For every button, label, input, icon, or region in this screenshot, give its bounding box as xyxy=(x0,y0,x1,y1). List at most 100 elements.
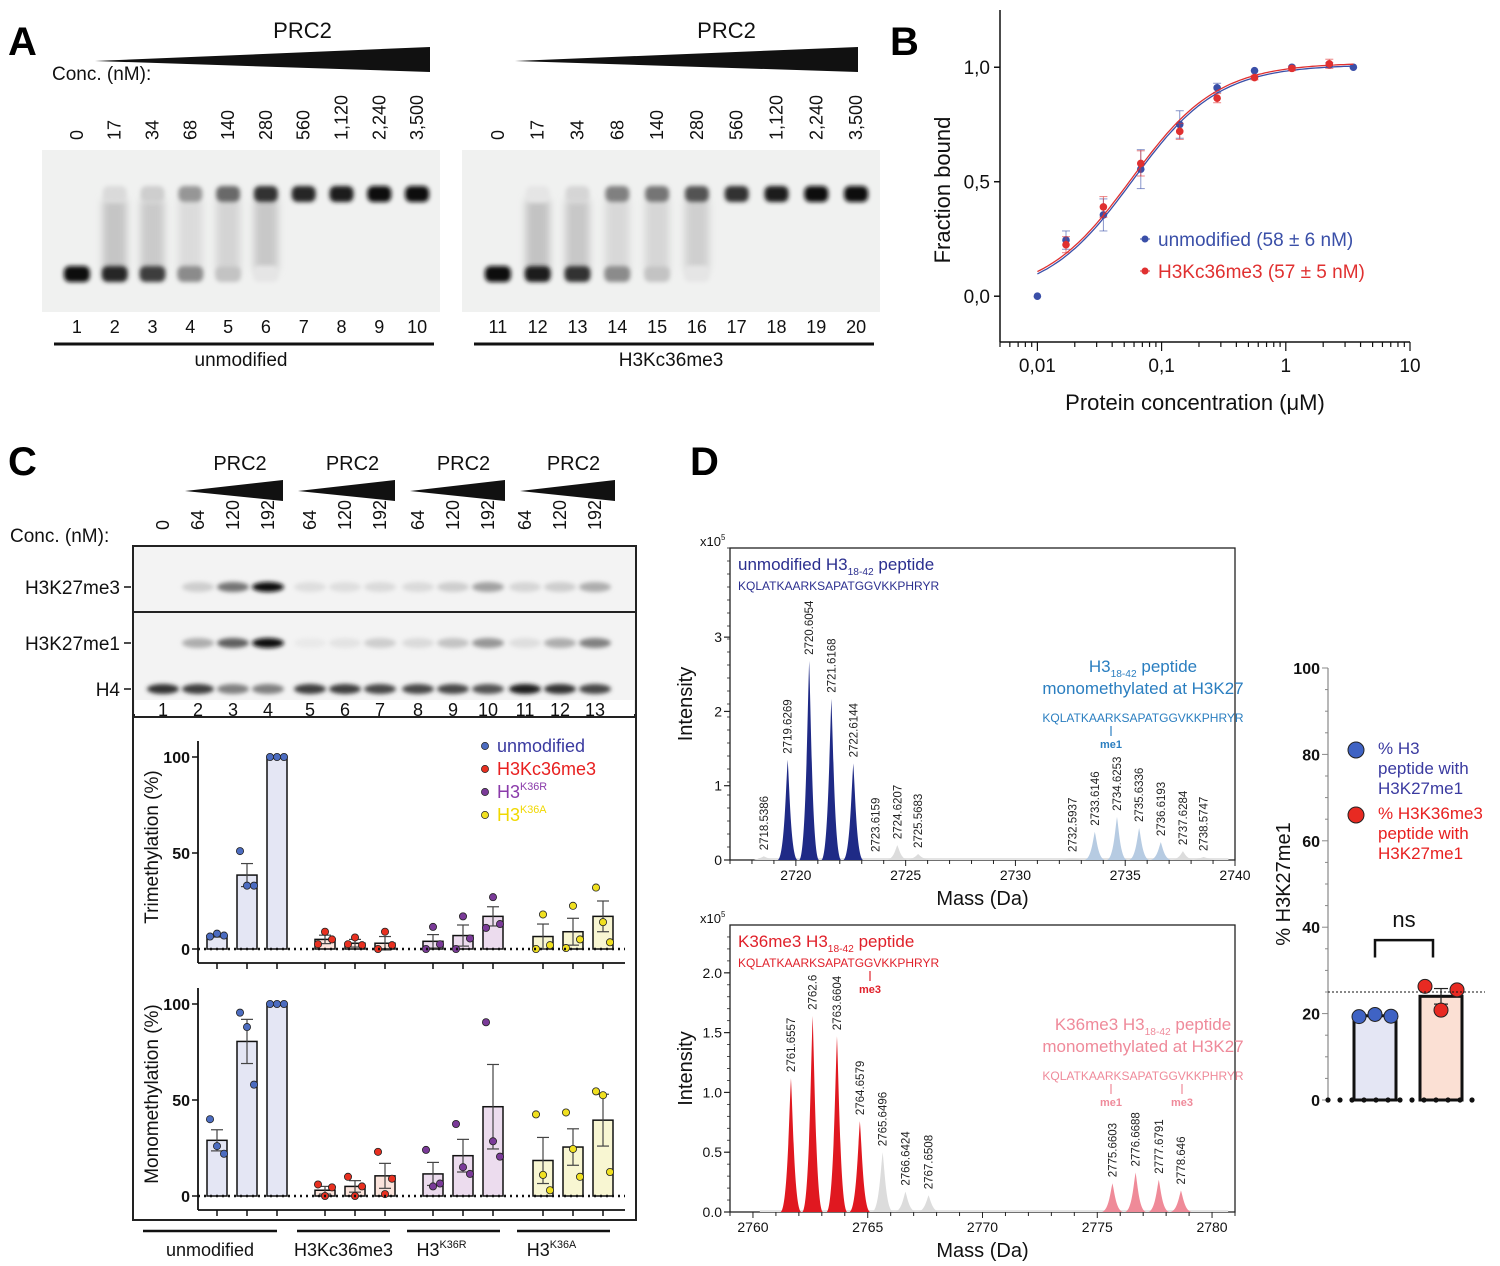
lane-number-strip xyxy=(135,700,634,717)
bar xyxy=(266,1003,288,1197)
spectrum-peak xyxy=(849,1121,871,1212)
data-point xyxy=(1288,64,1296,73)
data-point xyxy=(451,1120,460,1129)
legend-label: H3Kc36me3 (57 ± 5 nM) xyxy=(1158,262,1365,283)
data-point xyxy=(481,1018,490,1027)
gel-band-bound xyxy=(645,186,670,202)
gel-band-bound xyxy=(764,186,789,202)
zero-axis-dot xyxy=(1325,1097,1331,1103)
x-tick-label: 2740 xyxy=(1219,867,1250,883)
peptide-title-modified-line2: monomethylated at H3K27 xyxy=(1042,679,1243,698)
y-tick-label: 0,5 xyxy=(964,173,990,194)
gel-band-bound xyxy=(367,186,392,202)
lane-number: 3 xyxy=(228,700,238,720)
data-point xyxy=(212,929,221,938)
lane-number: 5 xyxy=(223,317,233,337)
spectrum-peak xyxy=(1125,1172,1146,1212)
zero-axis-dot xyxy=(1445,1097,1451,1103)
data-point xyxy=(1325,60,1334,68)
legend-label: H3K36A xyxy=(497,804,547,825)
blot-band xyxy=(579,684,611,694)
legend-marker xyxy=(1141,235,1149,243)
data-point xyxy=(1136,159,1145,168)
peak-mass-label: 2766.6424 xyxy=(900,1131,912,1186)
concentration-wedge xyxy=(298,480,395,501)
gel-band-free xyxy=(177,266,204,282)
group-label: unmodified xyxy=(166,1240,254,1260)
lane-number: 1 xyxy=(158,700,168,720)
blot-band xyxy=(472,638,504,648)
spectrum-peak xyxy=(1150,842,1171,860)
conc-value: 2,240 xyxy=(369,95,389,140)
zero-axis-dot xyxy=(1409,1097,1415,1103)
peak-mass-label: 2775.6603 xyxy=(1107,1123,1119,1177)
lane-number: 6 xyxy=(261,317,271,337)
peak-mass-label: 2767.6508 xyxy=(924,1135,936,1189)
peak-mass-label: 2761.6557 xyxy=(786,1018,798,1072)
conc-value: 3,500 xyxy=(846,95,866,140)
peptide-title-modified-tail: peptide xyxy=(1137,657,1198,676)
peak-mass-label: 2735.6336 xyxy=(1134,768,1146,822)
lane-number: 16 xyxy=(687,317,707,337)
blot-band xyxy=(217,638,249,648)
panel-d-spectrum-unmodified: 0 1 2 3 2720 2725 2730 2735 2740 Mass (Da) Intensi… xyxy=(675,533,1251,910)
peptide-sequence-main: KQLATKAARKSAPATGGVKKPHRYR xyxy=(738,956,940,970)
legend-label-main: unmodified xyxy=(497,736,585,756)
conc-value: 280 xyxy=(256,110,276,140)
peptide-title-modified: K36me3 H318-42 peptide xyxy=(1055,1015,1231,1038)
legend-marker xyxy=(1347,806,1365,824)
gel-smear xyxy=(684,200,709,270)
spectrum-peak xyxy=(872,1152,893,1212)
blot-band xyxy=(294,582,326,592)
data-point xyxy=(606,938,615,947)
spectrum-peak xyxy=(799,660,820,860)
lane-number: 7 xyxy=(299,317,309,337)
y-tick-label: 100 xyxy=(1293,661,1320,678)
peptide-title-modified-main: K36me3 H3 xyxy=(1055,1015,1145,1034)
y-tick-label: 1.0 xyxy=(703,1084,723,1100)
data-point xyxy=(421,1145,430,1154)
conc-value: 192 xyxy=(258,500,278,530)
lane-number: 9 xyxy=(448,700,458,720)
conc-value: 17 xyxy=(105,120,125,140)
lane-number: 12 xyxy=(528,317,548,337)
data-point xyxy=(242,881,251,890)
panel-label-d: D xyxy=(690,440,719,484)
legend-label: % H3 xyxy=(1378,739,1420,758)
conc-value: 0 xyxy=(67,130,87,140)
data-point xyxy=(212,1142,221,1151)
gel-band-bound xyxy=(684,186,709,202)
peptide-title-main-tail: peptide xyxy=(854,932,915,951)
blot-band xyxy=(472,582,504,592)
concentration-wedge xyxy=(515,47,858,72)
peak-mass-label: 2721.6168 xyxy=(826,638,838,692)
baseline-noise xyxy=(758,858,1229,860)
y-tick-label: 0.5 xyxy=(703,1144,723,1160)
data-point xyxy=(327,935,336,944)
spectrum-peak xyxy=(1102,1183,1123,1212)
conc-value: 34 xyxy=(143,120,163,140)
peak-mass-label: 2778.646 xyxy=(1176,1137,1188,1185)
legend-label: peptide with xyxy=(1378,759,1469,778)
data-point xyxy=(435,1179,444,1188)
gel-band-free xyxy=(644,266,671,282)
data-point xyxy=(458,1163,467,1172)
zero-axis-dot xyxy=(1457,1097,1463,1103)
gel-smear xyxy=(565,200,590,270)
y-tick-label: 40 xyxy=(1302,920,1320,937)
blot-band xyxy=(252,638,284,648)
zero-axis-dot xyxy=(1337,1097,1343,1103)
spectrum-peak xyxy=(1148,1179,1170,1212)
bar-chart-frame xyxy=(132,716,637,1221)
row-label: H3K27me1 xyxy=(25,634,120,655)
data-point xyxy=(1383,1008,1399,1024)
peak-mass-label: 2719.6269 xyxy=(783,699,795,753)
mod-label: me3 xyxy=(859,984,881,996)
y-tick-label: 0 xyxy=(181,1189,190,1206)
data-point xyxy=(1175,127,1184,136)
lane-number: 5 xyxy=(305,700,315,720)
conc-value: 120 xyxy=(443,500,463,530)
peptide-title-main-main: unmodified H3 xyxy=(738,555,848,574)
x-tick-label: 2760 xyxy=(737,1219,768,1235)
